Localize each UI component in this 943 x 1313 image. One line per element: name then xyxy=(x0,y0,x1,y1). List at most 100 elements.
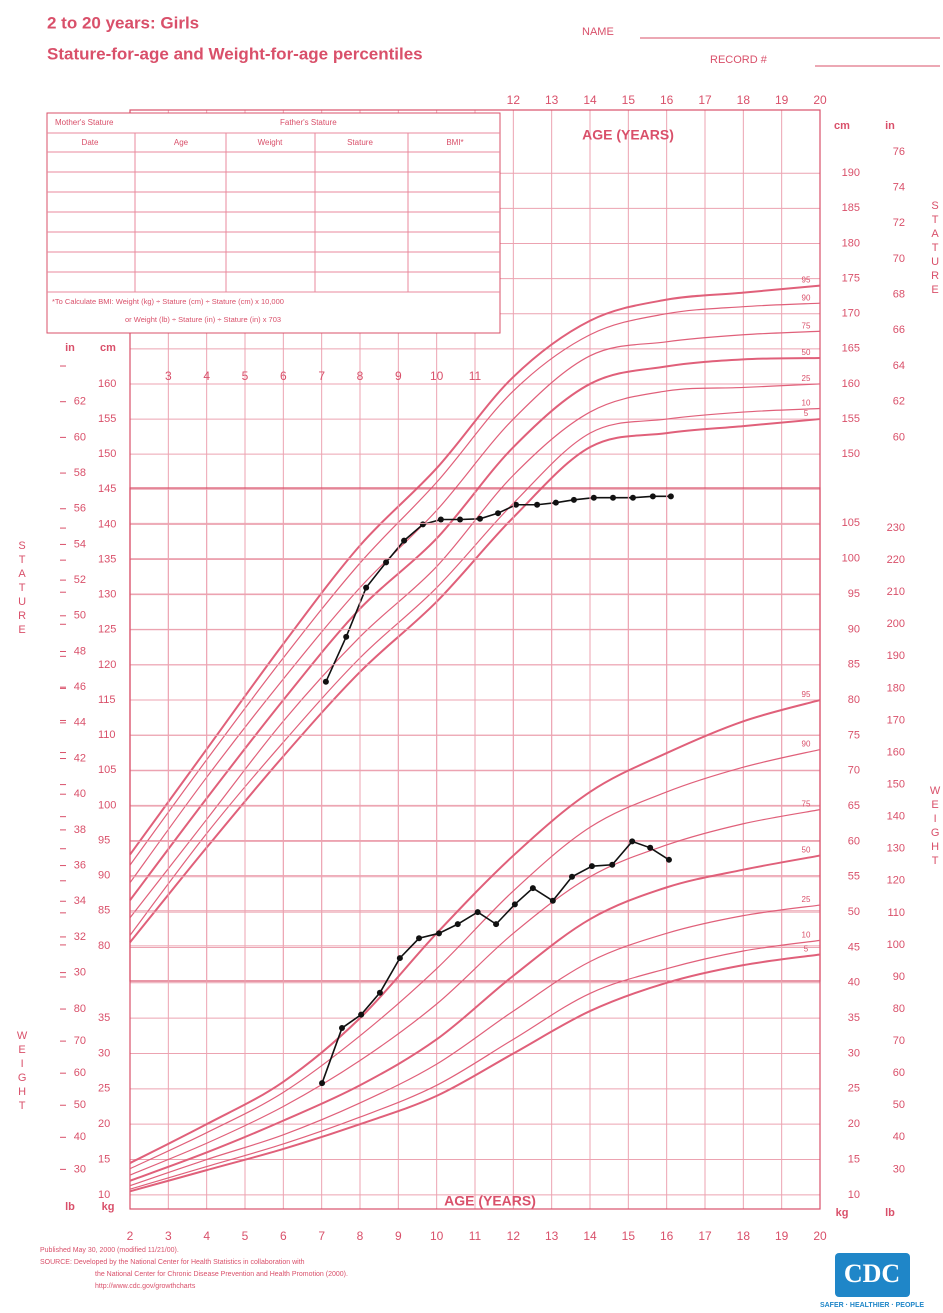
y-tick-label: 95 xyxy=(98,834,110,846)
y2-tick-label: 66 xyxy=(893,324,905,336)
measurement-point xyxy=(396,955,403,962)
y2-tick-label: 40 xyxy=(74,1131,86,1143)
cdc-logo xyxy=(835,1253,910,1297)
y2-axis-unit: in xyxy=(65,342,75,354)
y-tick-label: 25 xyxy=(98,1083,110,1095)
y2-axis-unit: in xyxy=(885,120,895,132)
axis-title: WEIGHT xyxy=(929,785,941,869)
y-tick-label: 130 xyxy=(98,589,116,601)
measurement-point xyxy=(363,584,370,591)
percentile-curve xyxy=(129,407,821,936)
percentile-curve xyxy=(129,953,821,1193)
measurement-point xyxy=(454,921,461,928)
measurement-point xyxy=(588,863,595,870)
x-tick-label: 7 xyxy=(318,1229,325,1243)
y-tick-label: 185 xyxy=(842,202,860,214)
x-tick-label: 6 xyxy=(280,1229,287,1243)
measurement-point xyxy=(609,861,616,868)
tagline: SAFER · HEALTHIER · PEOPLE xyxy=(820,1302,924,1309)
y-tick-label: 105 xyxy=(842,517,860,529)
y-tick-label: 25 xyxy=(848,1083,860,1095)
y2-tick-label: 110 xyxy=(887,907,905,919)
url: http://www.cdc.gov/growthcharts xyxy=(95,1283,196,1290)
y2-tick-label: 70 xyxy=(74,1035,86,1047)
percentile-label: 5 xyxy=(804,409,809,418)
percentile-curve xyxy=(129,854,821,1182)
y-tick-label: 170 xyxy=(842,308,860,320)
y2-tick-label: 80 xyxy=(74,1003,86,1015)
x-tick-label: 8 xyxy=(357,369,364,383)
measurement-point xyxy=(629,494,636,501)
x-tick-label: 20 xyxy=(813,1229,827,1243)
y2-tick-label: 54 xyxy=(74,538,86,550)
measurement-point xyxy=(416,935,423,942)
measurement-point xyxy=(437,516,444,523)
y2-tick-label: 170 xyxy=(887,714,905,726)
y-tick-label: 20 xyxy=(848,1118,860,1130)
axis-title: STATURE xyxy=(16,540,28,638)
y-tick-label: 190 xyxy=(842,167,860,179)
y2-tick-label: 140 xyxy=(887,811,905,823)
y2-tick-label: 180 xyxy=(887,682,905,694)
source: SOURCE: Developed by the National Center… xyxy=(40,1259,305,1266)
x-tick-label: 15 xyxy=(622,1229,636,1243)
measurement-point xyxy=(401,537,408,544)
y2-tick-label: 62 xyxy=(74,396,86,408)
y-tick-label: 50 xyxy=(848,906,860,918)
x-tick-label: 4 xyxy=(203,369,210,383)
y-tick-label: 35 xyxy=(98,1012,110,1024)
y-tick-label: 20 xyxy=(98,1118,110,1130)
measurement-point xyxy=(647,844,654,851)
y2-tick-label: 44 xyxy=(74,717,86,729)
percentile-curve xyxy=(129,748,821,1170)
measurement-point xyxy=(435,930,442,937)
measurement-point xyxy=(343,633,350,640)
measurement-point xyxy=(549,897,556,904)
record-label: RECORD # xyxy=(710,54,768,66)
y-tick-label: 45 xyxy=(848,941,860,953)
axis-title: WEIGHT xyxy=(16,1030,28,1114)
page-subtitle: Stature-for-age and Weight-for-age perce… xyxy=(47,44,423,63)
measurement-point xyxy=(649,493,656,500)
percentile-curve xyxy=(129,383,821,919)
y-tick-label: 175 xyxy=(842,272,860,284)
y2-tick-label: 190 xyxy=(887,650,905,662)
measurement-point xyxy=(338,1025,345,1032)
y2-tick-label: 68 xyxy=(893,289,905,301)
form-column: BMI* xyxy=(446,138,463,147)
y2-axis-unit: lb xyxy=(65,1201,75,1213)
y-tick-label: 65 xyxy=(848,800,860,812)
x-tick-label: 13 xyxy=(545,1229,559,1243)
measurement-point xyxy=(319,1080,326,1087)
x-tick-label: 10 xyxy=(430,1229,444,1243)
y2-tick-label: 80 xyxy=(893,1003,905,1015)
measurement-point xyxy=(665,856,672,863)
percentile-curve xyxy=(129,302,821,866)
y2-tick-label: 72 xyxy=(893,217,905,229)
percentile-label: 75 xyxy=(802,321,811,330)
y2-tick-label: 60 xyxy=(74,1067,86,1079)
x-tick-label: 4 xyxy=(203,1229,210,1243)
y2-tick-label: 34 xyxy=(74,895,86,907)
x-tick-label: 2 xyxy=(127,1229,134,1243)
x-tick-label: 18 xyxy=(737,1229,751,1243)
percentile-curve xyxy=(129,356,821,901)
x-tick-label: 3 xyxy=(165,369,172,383)
y-tick-label: 30 xyxy=(848,1047,860,1059)
y-tick-label: 140 xyxy=(98,518,116,530)
y-tick-label: 125 xyxy=(98,624,116,636)
x-tick-label: 6 xyxy=(280,369,287,383)
x-tick-label: 9 xyxy=(395,1229,402,1243)
measurement-point xyxy=(513,501,520,508)
x-tick-label: 20 xyxy=(813,93,827,107)
x-tick-label: 14 xyxy=(583,1229,597,1243)
percentile-curve xyxy=(129,939,821,1190)
source: the National Center for Chronic Disease … xyxy=(95,1271,348,1278)
y2-tick-label: 64 xyxy=(893,360,905,372)
y-tick-label: 150 xyxy=(842,448,860,460)
bmi-note: *To Calculate BMI: Weight (kg) ÷ Stature… xyxy=(52,297,284,306)
y-tick-label: 10 xyxy=(848,1189,860,1201)
form-box xyxy=(46,112,501,334)
y-tick-label: 115 xyxy=(98,694,116,706)
